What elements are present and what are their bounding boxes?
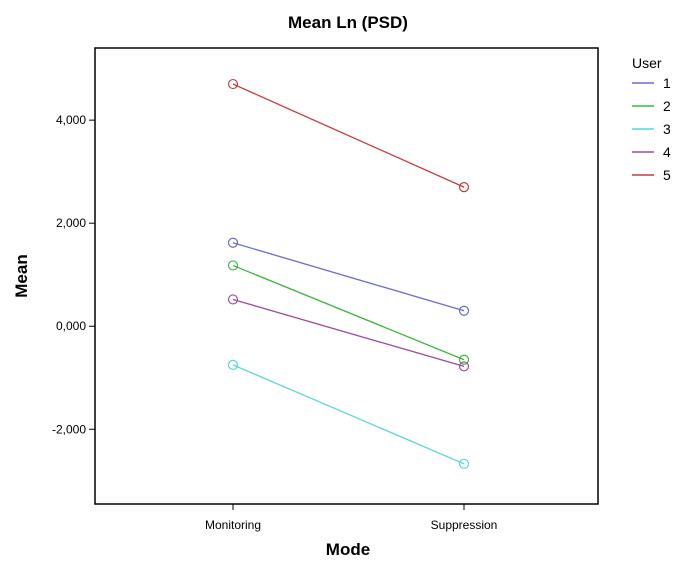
series-line bbox=[232, 264, 465, 361]
series-line bbox=[232, 364, 465, 465]
y-tick-label: -2,000 bbox=[52, 422, 86, 436]
data-point-marker bbox=[227, 359, 239, 370]
x-axis-label: Mode bbox=[326, 540, 370, 559]
series-user-1 bbox=[227, 237, 470, 316]
data-point-marker bbox=[227, 237, 239, 248]
legend-label: 4 bbox=[663, 144, 671, 160]
legend-item: 4 bbox=[632, 144, 671, 160]
series-line bbox=[232, 83, 465, 188]
series-user-3 bbox=[227, 359, 470, 469]
series-lines bbox=[227, 78, 470, 469]
y-tick-label: 2,000 bbox=[56, 216, 86, 230]
y-tick-label: 4,000 bbox=[56, 113, 86, 127]
series-line bbox=[232, 242, 465, 312]
x-tick-label: Suppression bbox=[431, 518, 498, 532]
y-tick-label: 0,000 bbox=[56, 319, 86, 333]
series-user-2 bbox=[227, 260, 470, 365]
series-line bbox=[232, 298, 465, 368]
data-point-marker bbox=[458, 182, 470, 193]
data-point-marker bbox=[458, 458, 470, 469]
legend-label: 2 bbox=[663, 98, 671, 114]
legend: User 1 2 3 4 5 bbox=[632, 55, 671, 183]
legend-item: 2 bbox=[632, 98, 671, 114]
legend-item: 3 bbox=[632, 121, 671, 137]
y-axis: -2,000 0,000 2,000 4,000 bbox=[52, 113, 95, 436]
series-user-5 bbox=[227, 78, 470, 193]
legend-title: User bbox=[632, 55, 662, 71]
legend-label: 5 bbox=[663, 167, 671, 183]
legend-label: 1 bbox=[663, 75, 671, 91]
data-point-marker bbox=[458, 354, 470, 365]
x-axis: Monitoring Suppression bbox=[205, 504, 497, 532]
data-point-marker bbox=[227, 260, 239, 271]
chart-title: Mean Ln (PSD) bbox=[288, 13, 408, 32]
legend-item: 1 bbox=[632, 75, 671, 91]
data-point-marker bbox=[458, 305, 470, 316]
y-axis-label: Mean bbox=[12, 254, 31, 297]
x-tick-label: Monitoring bbox=[205, 518, 261, 532]
legend-item: 5 bbox=[632, 167, 671, 183]
data-point-marker bbox=[227, 78, 239, 90]
data-point-marker bbox=[458, 361, 470, 372]
legend-label: 3 bbox=[663, 121, 671, 137]
data-point-marker bbox=[227, 294, 239, 305]
series-user-4 bbox=[227, 294, 470, 372]
